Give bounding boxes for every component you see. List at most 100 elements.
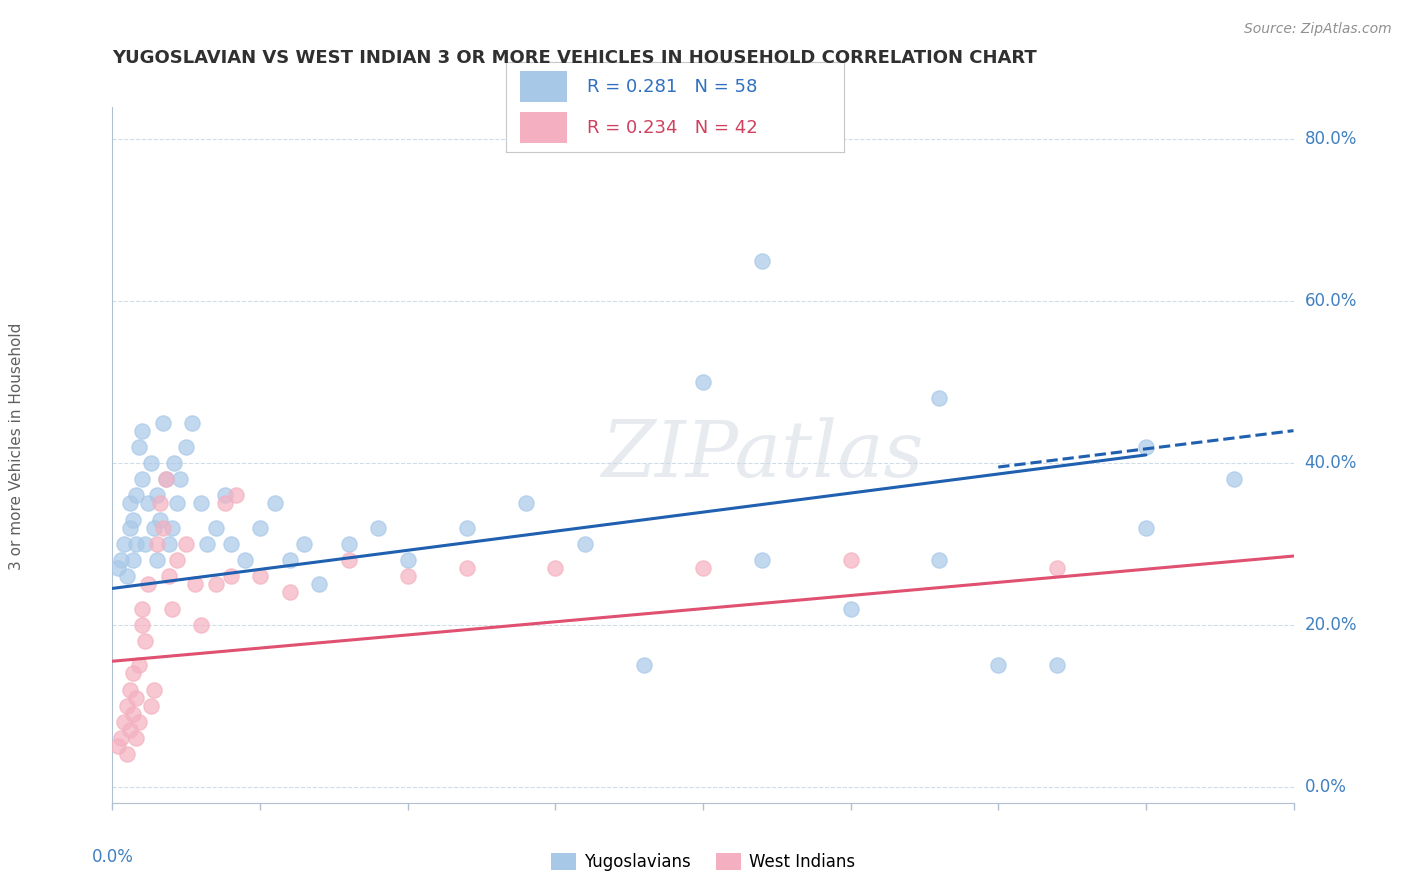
Point	[157, 569, 180, 583]
Point	[174, 537, 197, 551]
Point	[278, 585, 301, 599]
Point	[249, 521, 271, 535]
Point	[120, 496, 142, 510]
Text: ZIPatlas: ZIPatlas	[600, 417, 924, 493]
Point	[134, 634, 156, 648]
Point	[107, 739, 129, 754]
Point	[139, 698, 162, 713]
Bar	[520, 71, 567, 102]
Point	[125, 488, 148, 502]
Point	[125, 731, 148, 745]
Point	[128, 658, 150, 673]
Point	[190, 496, 212, 510]
Point	[155, 472, 177, 486]
Point	[205, 577, 228, 591]
Point	[928, 392, 950, 406]
Point	[131, 472, 153, 486]
Text: R = 0.234   N = 42: R = 0.234 N = 42	[588, 119, 758, 136]
Point	[544, 561, 567, 575]
Point	[233, 553, 256, 567]
Point	[134, 537, 156, 551]
Point	[456, 521, 478, 535]
Point	[131, 601, 153, 615]
Text: 60.0%: 60.0%	[1305, 293, 1357, 310]
Point	[112, 537, 135, 551]
Point	[396, 553, 419, 567]
Point	[367, 521, 389, 535]
Point	[396, 569, 419, 583]
Point	[692, 375, 714, 389]
Point	[515, 496, 537, 510]
Point	[117, 747, 138, 762]
Point	[146, 537, 169, 551]
Point	[184, 577, 207, 591]
Point	[751, 553, 773, 567]
Point	[155, 472, 177, 486]
Point	[337, 553, 360, 567]
Point	[149, 513, 172, 527]
Point	[278, 553, 301, 567]
Point	[928, 553, 950, 567]
Point	[160, 601, 183, 615]
Point	[987, 658, 1010, 673]
Point	[308, 577, 330, 591]
Point	[1135, 521, 1157, 535]
Point	[120, 723, 142, 737]
Point	[166, 553, 188, 567]
Point	[181, 416, 204, 430]
Point	[110, 553, 132, 567]
Point	[751, 253, 773, 268]
Point	[136, 496, 159, 510]
Text: 40.0%: 40.0%	[1305, 454, 1357, 472]
Point	[1046, 658, 1069, 673]
Bar	[520, 112, 567, 143]
Point	[120, 682, 142, 697]
Point	[122, 513, 145, 527]
Text: 0.0%: 0.0%	[91, 848, 134, 866]
Point	[166, 496, 188, 510]
Point	[219, 569, 242, 583]
Point	[146, 553, 169, 567]
Point	[125, 690, 148, 705]
Point	[131, 424, 153, 438]
Text: 80.0%: 80.0%	[1305, 130, 1357, 148]
Point	[139, 456, 162, 470]
Point	[157, 537, 180, 551]
Point	[120, 521, 142, 535]
Point	[122, 666, 145, 681]
Point	[125, 537, 148, 551]
Point	[574, 537, 596, 551]
Text: 3 or more Vehicles in Household: 3 or more Vehicles in Household	[10, 322, 24, 570]
Point	[131, 617, 153, 632]
Point	[122, 553, 145, 567]
Text: YUGOSLAVIAN VS WEST INDIAN 3 OR MORE VEHICLES IN HOUSEHOLD CORRELATION CHART: YUGOSLAVIAN VS WEST INDIAN 3 OR MORE VEH…	[112, 49, 1038, 67]
Legend: Yugoslavians, West Indians: Yugoslavians, West Indians	[544, 847, 862, 878]
Point	[136, 577, 159, 591]
Text: R = 0.281   N = 58: R = 0.281 N = 58	[588, 78, 758, 95]
Point	[195, 537, 218, 551]
Point	[174, 440, 197, 454]
Point	[149, 496, 172, 510]
Point	[112, 714, 135, 729]
Point	[152, 521, 174, 535]
Point	[110, 731, 132, 745]
Point	[117, 698, 138, 713]
Point	[1135, 440, 1157, 454]
Point	[122, 706, 145, 721]
Point	[692, 561, 714, 575]
Point	[163, 456, 186, 470]
Point	[264, 496, 287, 510]
Point	[146, 488, 169, 502]
Point	[169, 472, 191, 486]
Point	[839, 601, 862, 615]
Point	[128, 714, 150, 729]
Point	[249, 569, 271, 583]
Point	[214, 496, 236, 510]
Point	[633, 658, 655, 673]
Point	[152, 416, 174, 430]
Point	[142, 521, 165, 535]
Point	[839, 553, 862, 567]
Point	[107, 561, 129, 575]
Point	[214, 488, 236, 502]
Point	[219, 537, 242, 551]
